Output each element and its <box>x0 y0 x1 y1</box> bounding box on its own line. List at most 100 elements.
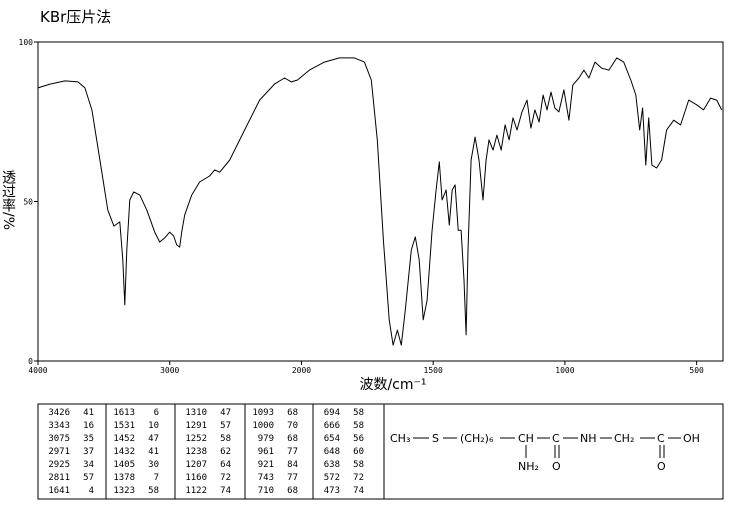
peak-wavenumber: 1291 <box>185 421 207 431</box>
peak-transmittance: 10 <box>148 421 159 431</box>
peak-wavenumber: 1093 <box>252 408 274 418</box>
x-tick-label: 3000 <box>160 366 179 375</box>
peak-wavenumber: 1160 <box>185 473 207 483</box>
peak-table: 3426 41 3343 16 3075 35 2971 37 2925 34 2811 57 1641… <box>37 403 724 500</box>
peak-transmittance: 58 <box>148 486 159 496</box>
peak-wavenumber: 572 <box>324 473 340 483</box>
peak-wavenumber: 3426 <box>48 408 70 418</box>
peak-transmittance: 4 <box>89 486 94 496</box>
atom: CH₂ <box>614 432 634 445</box>
peak-transmittance: 68 <box>287 486 298 496</box>
peak-wavenumber: 1432 <box>113 447 135 457</box>
y-axis-label: 透过率/% <box>0 170 16 230</box>
atom: NH₂ <box>518 460 539 473</box>
spectrum-line <box>37 57 723 346</box>
peak-transmittance: 72 <box>353 473 364 483</box>
chart-title: KBr压片法 <box>40 8 111 26</box>
y-tick-label: 0 <box>28 357 33 366</box>
atom: C <box>552 432 560 445</box>
x-tick-label: 500 <box>689 366 704 375</box>
peak-transmittance: 77 <box>287 473 298 483</box>
peak-transmittance: 41 <box>83 408 94 418</box>
peak-transmittance: 35 <box>83 434 94 444</box>
peak-transmittance: 16 <box>83 421 94 431</box>
atom: O <box>657 460 666 473</box>
peak-wavenumber: 1378 <box>113 473 135 483</box>
peak-transmittance: 58 <box>353 421 364 431</box>
peak-transmittance: 58 <box>353 460 364 470</box>
peak-wavenumber: 654 <box>324 434 340 444</box>
peak-wavenumber: 694 <box>324 408 340 418</box>
peak-wavenumber: 1122 <box>185 486 207 496</box>
peak-wavenumber: 3343 <box>48 421 70 431</box>
y-tick-label: 50 <box>23 198 33 207</box>
peak-transmittance: 58 <box>220 434 231 444</box>
peak-transmittance: 68 <box>287 434 298 444</box>
peak-wavenumber: 921 <box>258 460 274 470</box>
atom: CH₃ <box>390 432 410 445</box>
peak-transmittance: 84 <box>287 460 298 470</box>
structure: CH₃ S (CH₂)₆ CH NH₂ C O NH CH₂ C O OH <box>384 404 723 499</box>
peak-transmittance: 60 <box>353 447 364 457</box>
peak-transmittance: 68 <box>287 408 298 418</box>
peak-wavenumber: 1613 <box>113 408 135 418</box>
atom: OH <box>683 432 700 445</box>
peak-wavenumber: 473 <box>324 486 340 496</box>
peak-transmittance: 77 <box>287 447 298 457</box>
peak-wavenumber: 638 <box>324 460 340 470</box>
atom: C <box>657 432 665 445</box>
peak-transmittance: 47 <box>148 434 159 444</box>
peak-wavenumber: 1207 <box>185 460 207 470</box>
peak-transmittance: 74 <box>220 486 231 496</box>
peak-transmittance: 74 <box>353 486 364 496</box>
peak-wavenumber: 666 <box>324 421 340 431</box>
peak-wavenumber: 1641 <box>48 486 70 496</box>
x-tick-label: 1000 <box>555 366 574 375</box>
peak-wavenumber: 2925 <box>48 460 70 470</box>
atom: CH <box>518 432 534 445</box>
peak-transmittance: 34 <box>83 460 94 470</box>
peak-transmittance: 57 <box>83 473 94 483</box>
peak-transmittance: 56 <box>353 434 364 444</box>
plot-frame <box>37 41 724 362</box>
peak-wavenumber: 961 <box>258 447 274 457</box>
y-tick-label: 100 <box>19 38 34 47</box>
peak-transmittance: 30 <box>148 460 159 470</box>
peak-wavenumber: 3075 <box>48 434 70 444</box>
peak-wavenumber: 1323 <box>113 486 135 496</box>
atom: S <box>432 432 439 445</box>
x-tick-label: 4000 <box>28 366 47 375</box>
peak-wavenumber: 979 <box>258 434 274 444</box>
peak-transmittance: 58 <box>353 408 364 418</box>
atom: O <box>552 460 561 473</box>
peak-transmittance: 6 <box>154 408 159 418</box>
peak-transmittance: 37 <box>83 447 94 457</box>
peak-transmittance: 64 <box>220 460 231 470</box>
peak-wavenumber: 2811 <box>48 473 70 483</box>
table-frame <box>37 403 724 500</box>
peak-transmittance: 47 <box>220 408 231 418</box>
x-axis-label: 波数/cm⁻¹ <box>359 377 426 393</box>
peak-transmittance: 70 <box>287 421 298 431</box>
peak-wavenumber: 710 <box>258 486 274 496</box>
peak-wavenumber: 1252 <box>185 434 207 444</box>
peak-transmittance: 41 <box>148 447 159 457</box>
peak-wavenumber: 648 <box>324 447 340 457</box>
peak-transmittance: 7 <box>154 473 159 483</box>
peak-transmittance: 62 <box>220 447 231 457</box>
peak-wavenumber: 2971 <box>48 447 70 457</box>
peak-wavenumber: 743 <box>258 473 274 483</box>
x-tick-label: 1500 <box>424 366 443 375</box>
structure-box <box>384 404 723 499</box>
peak-transmittance: 72 <box>220 473 231 483</box>
x-tick-label: 2000 <box>292 366 311 375</box>
peak-wavenumber: 1405 <box>113 460 135 470</box>
atom: NH <box>580 432 597 445</box>
peak-wavenumber: 1000 <box>252 421 274 431</box>
peak-transmittance: 57 <box>220 421 231 431</box>
peak-wavenumber: 1238 <box>185 447 207 457</box>
peak-wavenumber: 1531 <box>113 421 135 431</box>
atom: (CH₂)₆ <box>460 432 494 445</box>
peak-wavenumber: 1452 <box>113 434 135 444</box>
